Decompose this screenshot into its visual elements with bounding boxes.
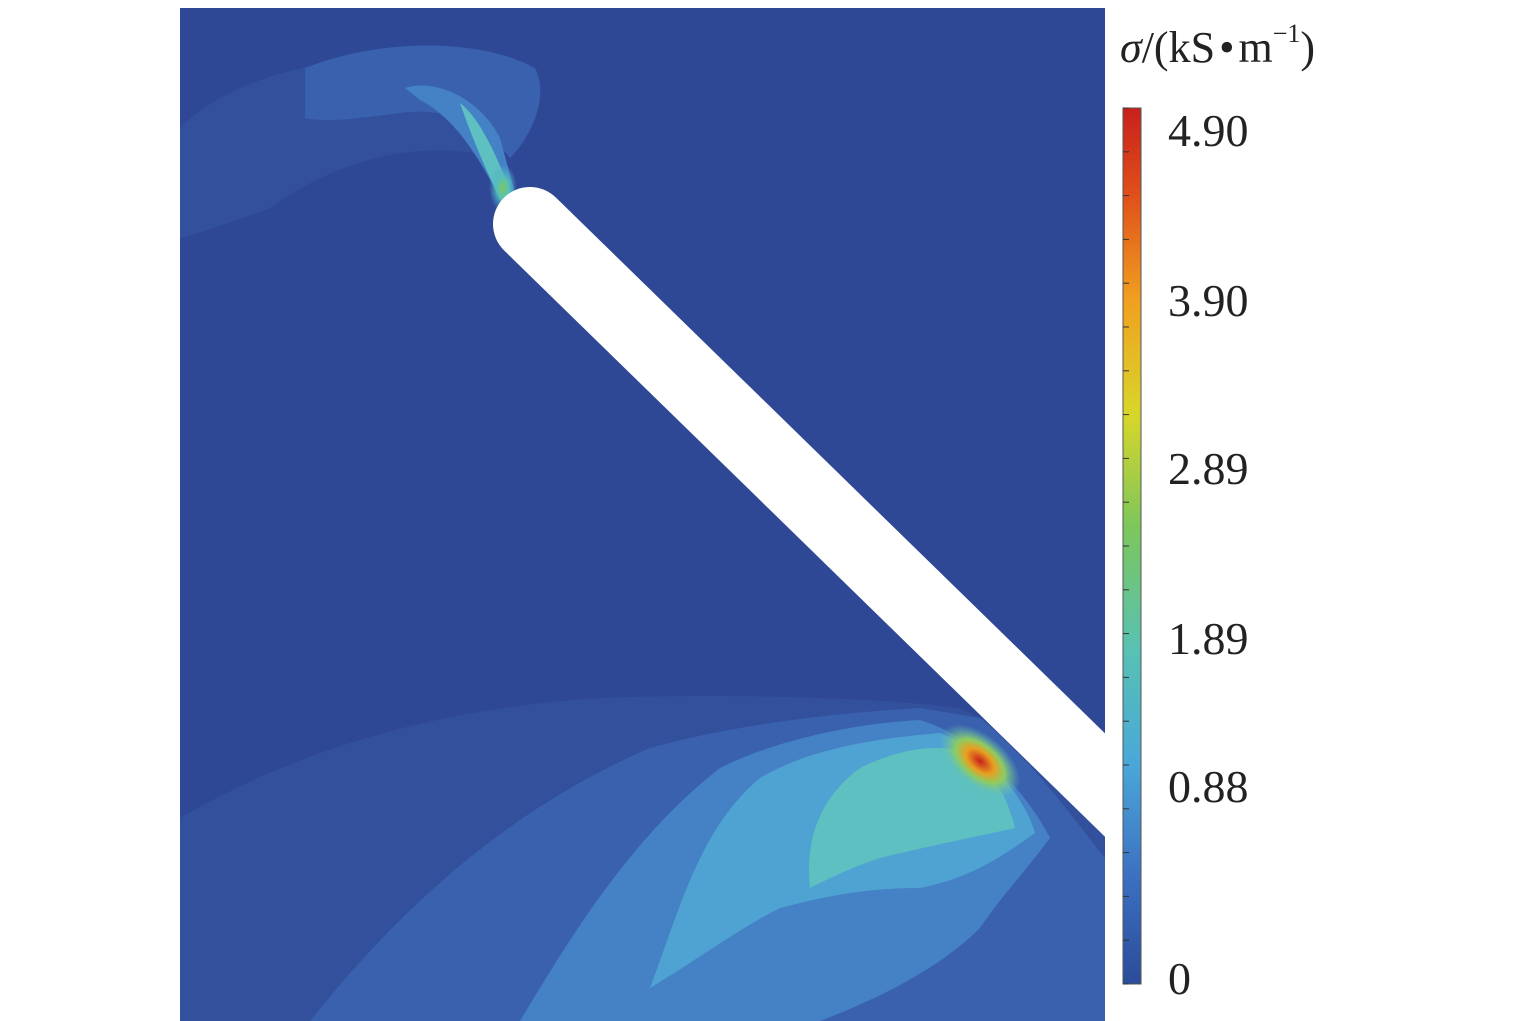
colorbar-tick-label-088: 0.88 xyxy=(1168,761,1249,812)
lower-hotspot xyxy=(939,724,1021,798)
conductivity-field-plot xyxy=(180,8,1105,1021)
colorbar-tick-label-189: 1.89 xyxy=(1168,613,1249,664)
upper-tip-plume xyxy=(405,85,515,203)
colorbar-tick-label-289: 2.89 xyxy=(1168,443,1249,494)
lower-plume-level5 xyxy=(809,748,1015,888)
colorbar-title: σ/(kS•m−1) xyxy=(1120,19,1315,72)
colorbar-ticks xyxy=(1123,107,1129,985)
colorbar-tick-label-max: 4.90 xyxy=(1168,105,1249,156)
colorbar-legend: σ/(kS•m−1) 4.90 3.90 2.89 1.89 0.88 0 xyxy=(1120,19,1315,1004)
colorbar-tick-label-min: 0 xyxy=(1168,953,1191,1004)
conductor-rod xyxy=(493,187,1105,837)
colorbar-tick-label-390: 3.90 xyxy=(1168,275,1249,326)
